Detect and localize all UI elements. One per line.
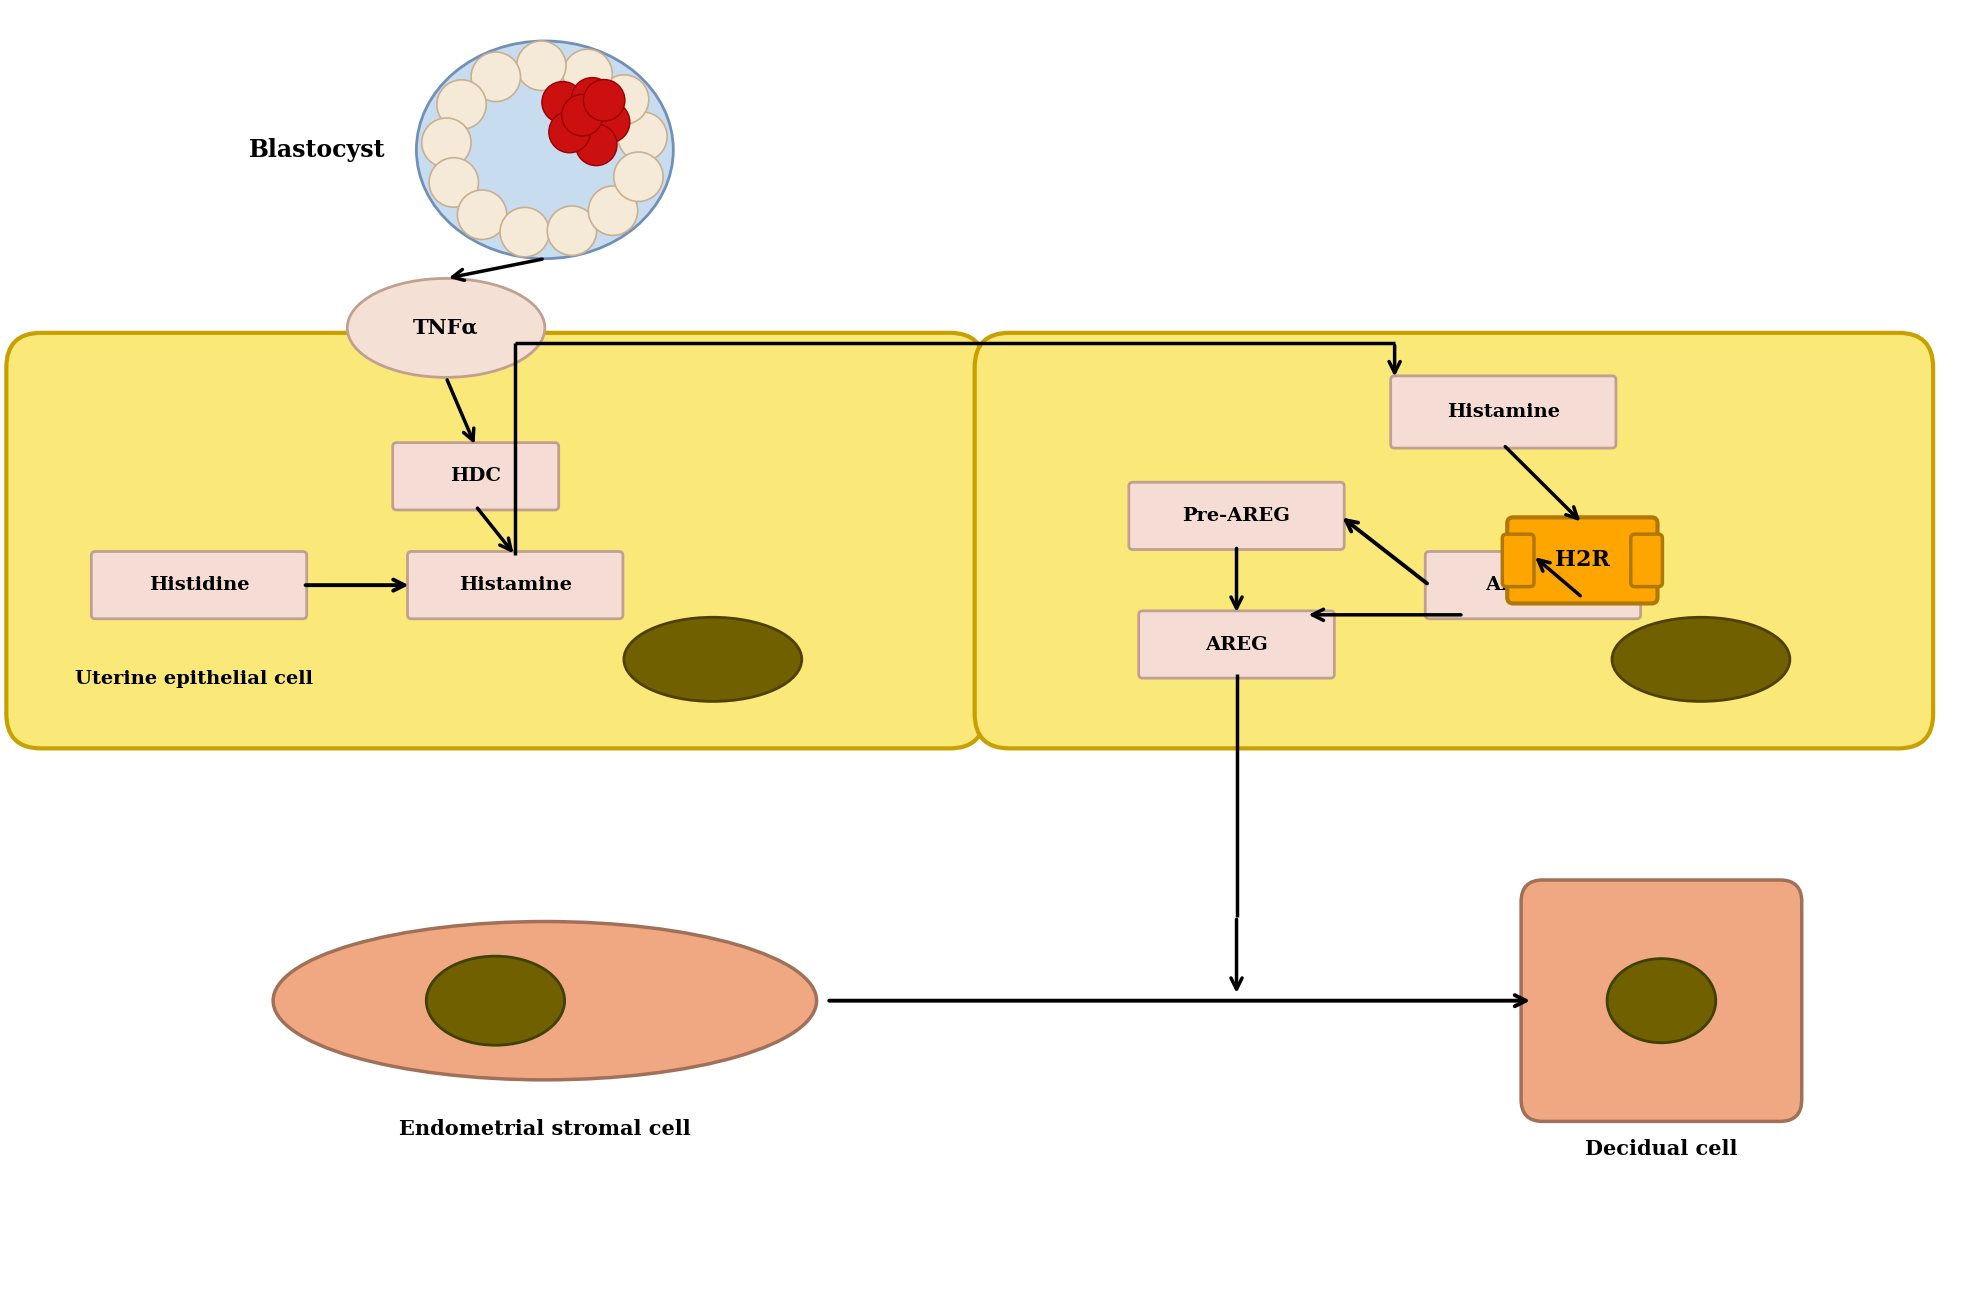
FancyBboxPatch shape — [1138, 611, 1334, 678]
Ellipse shape — [416, 41, 673, 259]
FancyBboxPatch shape — [1128, 482, 1344, 549]
Text: Blastocyst: Blastocyst — [249, 138, 386, 162]
Text: AREG: AREG — [1205, 635, 1269, 654]
Circle shape — [576, 124, 617, 165]
Circle shape — [562, 94, 604, 135]
Ellipse shape — [273, 922, 817, 1080]
Text: Decidual cell: Decidual cell — [1585, 1139, 1738, 1159]
FancyBboxPatch shape — [408, 552, 623, 619]
FancyBboxPatch shape — [1631, 534, 1662, 586]
Ellipse shape — [1613, 617, 1789, 701]
FancyBboxPatch shape — [6, 333, 986, 749]
Ellipse shape — [588, 186, 637, 236]
Ellipse shape — [623, 617, 801, 701]
Circle shape — [548, 111, 590, 153]
Text: ADAM17: ADAM17 — [1484, 576, 1581, 594]
Ellipse shape — [437, 80, 487, 129]
Ellipse shape — [562, 49, 612, 99]
Ellipse shape — [617, 112, 667, 161]
FancyBboxPatch shape — [1522, 880, 1801, 1121]
FancyBboxPatch shape — [1508, 517, 1658, 603]
Circle shape — [584, 80, 625, 121]
FancyBboxPatch shape — [1425, 552, 1641, 619]
Ellipse shape — [425, 956, 564, 1045]
Ellipse shape — [501, 208, 550, 257]
Ellipse shape — [600, 75, 649, 124]
Text: Uterine epithelial cell: Uterine epithelial cell — [75, 670, 313, 688]
Text: Histamine: Histamine — [1447, 403, 1559, 422]
Circle shape — [588, 102, 629, 143]
Text: H2R: H2R — [1555, 549, 1609, 571]
Ellipse shape — [548, 206, 596, 255]
Circle shape — [542, 81, 584, 122]
Ellipse shape — [457, 189, 507, 240]
FancyBboxPatch shape — [976, 333, 1933, 749]
Ellipse shape — [429, 157, 479, 208]
Text: Pre-AREG: Pre-AREG — [1183, 507, 1290, 525]
FancyBboxPatch shape — [91, 552, 307, 619]
Ellipse shape — [1607, 959, 1716, 1043]
Circle shape — [572, 77, 613, 119]
Text: TNFα: TNFα — [414, 318, 479, 338]
Text: Endometrial stromal cell: Endometrial stromal cell — [400, 1119, 691, 1139]
Ellipse shape — [422, 119, 471, 168]
FancyBboxPatch shape — [1391, 376, 1617, 449]
Ellipse shape — [517, 41, 566, 90]
Text: HDC: HDC — [449, 468, 501, 485]
Text: Histidine: Histidine — [148, 576, 249, 594]
Ellipse shape — [471, 52, 520, 102]
FancyBboxPatch shape — [1502, 534, 1534, 586]
Ellipse shape — [613, 152, 663, 201]
FancyBboxPatch shape — [392, 442, 558, 510]
Text: Histamine: Histamine — [459, 576, 572, 594]
Ellipse shape — [346, 278, 544, 378]
